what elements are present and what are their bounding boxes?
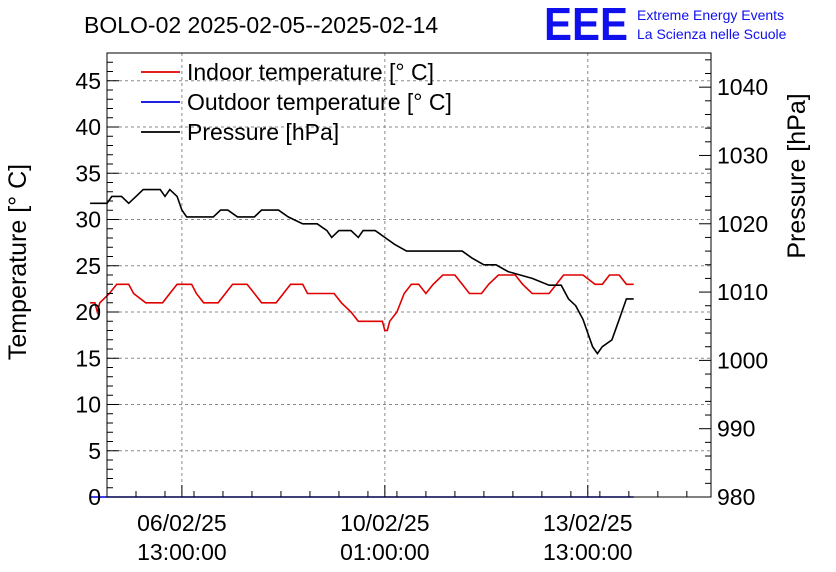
legend-label: Outdoor temperature [° C] (187, 89, 452, 115)
legend-label: Indoor temperature [° C] (187, 59, 434, 85)
grid (107, 53, 711, 497)
y-tick-label-right: 1030 (717, 142, 768, 168)
x-tick-label-date: 13/02/25 (543, 510, 633, 536)
y-tick-label-left: 25 (75, 253, 101, 279)
axes: 0 5 10 15 20 25 30 35 40 45 980 990 1000 1010 1020 1030… (75, 52, 768, 565)
y-tick-label-right: 1000 (717, 347, 768, 373)
x-tick-label-date: 06/02/25 (137, 510, 227, 536)
y-tick-label-right: 980 (717, 484, 755, 510)
y-tick-label-left: 20 (75, 299, 101, 325)
y-tick-label-left: 0 (88, 484, 101, 510)
logo-mark: EEE (544, 0, 628, 50)
y-tick-label-left: 10 (75, 392, 101, 418)
y-tick-label-left: 40 (75, 114, 101, 140)
logo-line-2: La Scienza nelle Scuole (637, 26, 787, 42)
y-tick-label-right: 1020 (717, 211, 768, 237)
y-axis-label-left: Temperature [° C] (4, 164, 32, 360)
x-tick-label-time: 13:00:00 (137, 539, 227, 565)
x-tick-label-date: 10/02/25 (340, 510, 430, 536)
y-tick-label-left: 30 (75, 207, 101, 233)
x-tick-label-time: 01:00:00 (340, 539, 430, 565)
chart-title: BOLO-02 2025-02-05--2025-02-14 (84, 12, 438, 38)
series-line (90, 188, 634, 355)
legend-label: Pressure [hPa] (187, 119, 339, 145)
y-tick-label-right: 1040 (717, 74, 768, 100)
logo: EEE Extreme Energy Events La Scienza nel… (544, 0, 787, 50)
y-tick-label-right: 990 (717, 416, 755, 442)
logo-line-1: Extreme Energy Events (637, 7, 784, 23)
legend: Indoor temperature [° C] Outdoor temperat… (141, 59, 452, 145)
y-tick-label-left: 5 (88, 438, 101, 464)
y-tick-label-right: 1010 (717, 279, 768, 305)
y-tick-label-left: 15 (75, 345, 101, 371)
y-axis-label-right: Pressure [hPa] (783, 93, 811, 258)
series-line (90, 274, 634, 332)
y-tick-label-left: 45 (75, 68, 101, 94)
x-tick-label-time: 13:00:00 (543, 539, 633, 565)
y-tick-label-left: 35 (75, 160, 101, 186)
